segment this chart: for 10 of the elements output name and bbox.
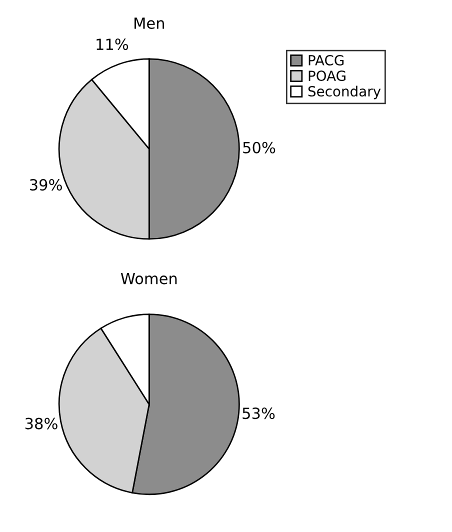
legend-label: PACG (308, 54, 344, 66)
data-label: 11% (96, 38, 128, 50)
data-label: 39% (30, 179, 62, 191)
chart-title: Men (134, 18, 164, 29)
data-label: 50% (243, 142, 276, 154)
chart-title: Women (120, 272, 177, 284)
legend-label: POAG (308, 70, 346, 82)
data-label: 53% (242, 408, 275, 420)
legend-label: Secondary (308, 86, 381, 100)
data-label: 38% (25, 418, 58, 430)
